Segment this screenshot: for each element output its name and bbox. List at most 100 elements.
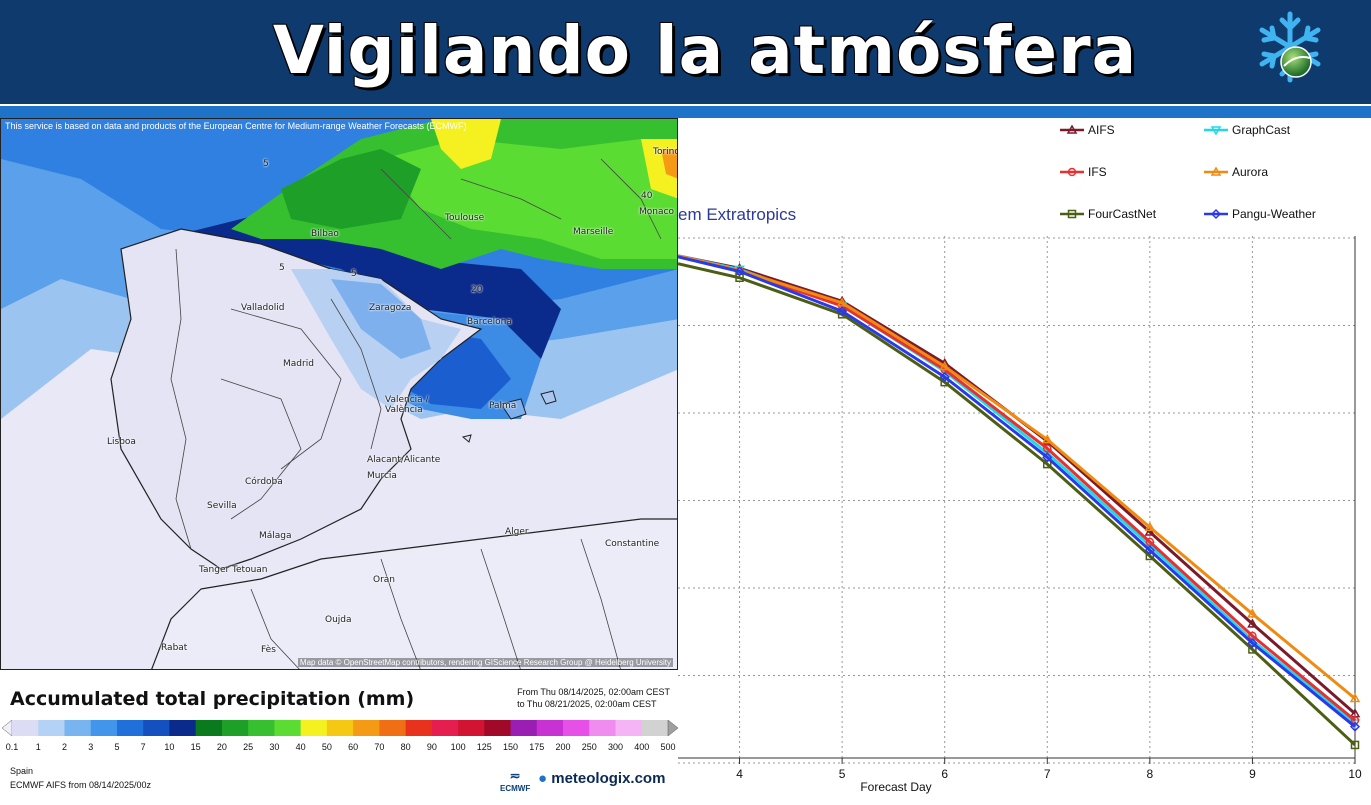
legend-item-aurora[interactable]: Aurora bbox=[1204, 165, 1268, 179]
legend-level-label: 10 bbox=[164, 742, 175, 752]
legend-item-pangu-weather[interactable]: Pangu-Weather bbox=[1204, 207, 1316, 221]
legend-level-label: 150 bbox=[503, 742, 519, 752]
legend-swatch bbox=[641, 720, 669, 736]
x-tick-label: 8 bbox=[1147, 767, 1154, 781]
city-label-valladolid: Valladolid bbox=[241, 303, 285, 313]
data-point bbox=[1066, 124, 1078, 134]
globe-icon: ● bbox=[538, 770, 548, 787]
legend-swatch bbox=[300, 720, 328, 736]
legend-item-aifs[interactable]: AIFS bbox=[1060, 123, 1115, 137]
legend-swatch bbox=[195, 720, 223, 736]
legend-level-label: 0.1 bbox=[5, 742, 19, 752]
data-point bbox=[1210, 208, 1222, 220]
city-label-madrid: Madrid bbox=[283, 359, 314, 369]
legend-level-label: 250 bbox=[581, 742, 597, 752]
legend-swatch bbox=[169, 720, 197, 736]
city-label-monaco: Monaco bbox=[639, 207, 674, 217]
data-point bbox=[1350, 716, 1360, 725]
legend-level-label: 500 bbox=[660, 742, 676, 752]
legend-color-bar bbox=[2, 719, 678, 737]
snowflake-logo-icon bbox=[1259, 11, 1321, 83]
chart-canvas: 4 5 6 7 8 9 10 Forecast Day em Extratropics AIFS G… bbox=[677, 123, 1362, 794]
legend-level-label: 1 bbox=[35, 742, 41, 752]
legend-level-label: 20 bbox=[216, 742, 227, 752]
legend-level-label: 2 bbox=[61, 742, 67, 752]
data-point bbox=[735, 273, 744, 283]
header-stripe bbox=[0, 104, 1371, 118]
legend-label: IFS bbox=[1088, 165, 1107, 179]
city-label-rabat: Rabat bbox=[161, 643, 188, 653]
data-point bbox=[837, 306, 848, 317]
legend-swatch bbox=[484, 720, 512, 736]
forecast-skill-chart: 4 5 6 7 8 9 10 Forecast Day em Extratropics AIFS G… bbox=[677, 118, 1371, 800]
legend-swatch bbox=[38, 720, 65, 736]
ecmwf-logo-text: ECMWF bbox=[500, 784, 531, 793]
map-canvas bbox=[1, 119, 677, 669]
ecmwf-service-note: This service is based on data and produc… bbox=[5, 121, 467, 131]
x-axis-label: Forecast Day bbox=[860, 780, 931, 794]
city-label-valencia: Valencia / València bbox=[385, 395, 429, 415]
legend-level-label: 40 bbox=[295, 742, 306, 752]
city-label-murcia: Murcia bbox=[367, 471, 397, 481]
legend-level-labels: 0.1 1 2 3 5 7 10 15 20 25 30 40 50 60 70 80 90 100 125 150 1… bbox=[0, 742, 678, 754]
series-aurora bbox=[677, 254, 1361, 703]
city-label-oujda: Oujda bbox=[325, 615, 352, 625]
data-point bbox=[1210, 166, 1222, 176]
city-label-tanger: Tanger Tetouan bbox=[199, 565, 268, 575]
city-label-lisboa: Lisboa bbox=[107, 437, 136, 447]
data-point bbox=[1145, 551, 1155, 561]
legend-arrow-left bbox=[2, 719, 13, 737]
legend-swatch bbox=[248, 720, 275, 736]
legend-swatch bbox=[379, 720, 407, 736]
legend-date-range: From Thu 08/14/2025, 02:00am CEST to Thu… bbox=[517, 686, 670, 710]
legend-level-label: 90 bbox=[426, 742, 437, 752]
legend-swatch bbox=[116, 720, 144, 736]
legend-item-graphcast[interactable]: GraphCast bbox=[1204, 123, 1291, 137]
legend-from-date: From Thu 08/14/2025, 02:00am CEST bbox=[517, 687, 670, 697]
x-tick-label: 9 bbox=[1249, 767, 1256, 781]
x-tick-label: 7 bbox=[1044, 767, 1051, 781]
legend-swatch bbox=[12, 720, 39, 736]
data-point bbox=[1247, 608, 1258, 618]
series-line bbox=[677, 255, 1356, 728]
legend-item-fourcastnet[interactable]: FourCastNet bbox=[1060, 207, 1157, 221]
legend-model-run: ECMWF AIFS from 08/14/2025/00z bbox=[10, 780, 152, 790]
legend-level-label: 50 bbox=[321, 742, 332, 752]
precipitation-map: This service is based on data and produc… bbox=[0, 118, 678, 670]
contour-label: 5 bbox=[351, 269, 357, 279]
city-label-barcelona: Barcelona bbox=[467, 317, 512, 327]
city-label-malaga: Málaga bbox=[259, 531, 292, 541]
legend-swatch bbox=[615, 720, 643, 736]
data-point bbox=[1210, 126, 1222, 136]
legend-swatch bbox=[90, 720, 118, 736]
data-point bbox=[939, 360, 950, 371]
legend-level-label: 400 bbox=[634, 742, 650, 752]
contour-label: 5 bbox=[279, 263, 285, 273]
legend-level-label: 175 bbox=[529, 742, 545, 752]
data-point bbox=[836, 297, 848, 307]
data-point bbox=[1144, 521, 1156, 532]
legend-label: Pangu-Weather bbox=[1232, 207, 1316, 221]
meteologix-brand[interactable]: ● meteologix.com bbox=[538, 770, 665, 787]
x-tick-label: 5 bbox=[839, 767, 846, 781]
city-label-oran: Oran bbox=[373, 575, 396, 585]
ecmwf-logo: ≂ ECMWF bbox=[500, 768, 531, 793]
map-attribution: Map data © OpenStreetMap contributors, r… bbox=[297, 658, 673, 667]
legend-label: GraphCast bbox=[1232, 123, 1291, 137]
legend-swatch bbox=[143, 720, 170, 736]
series-graphcast bbox=[677, 254, 1361, 729]
city-label-zaragoza: Zaragoza bbox=[369, 303, 412, 313]
data-point bbox=[1144, 545, 1155, 556]
x-tick-label: 4 bbox=[736, 767, 743, 781]
series-line bbox=[677, 262, 1357, 747]
contour-label: 20 bbox=[471, 285, 483, 295]
series-pangu-weather bbox=[677, 255, 1361, 732]
series-line bbox=[677, 254, 1356, 700]
legend-level-label: 125 bbox=[476, 742, 492, 752]
legend-item-ifs[interactable]: IFS bbox=[1060, 165, 1107, 179]
legend-label: FourCastNet bbox=[1088, 207, 1157, 221]
legend-swatch bbox=[563, 720, 590, 736]
data-point bbox=[1067, 167, 1077, 177]
city-label-palma: Palma bbox=[489, 401, 517, 411]
legend-label: AIFS bbox=[1088, 123, 1115, 137]
